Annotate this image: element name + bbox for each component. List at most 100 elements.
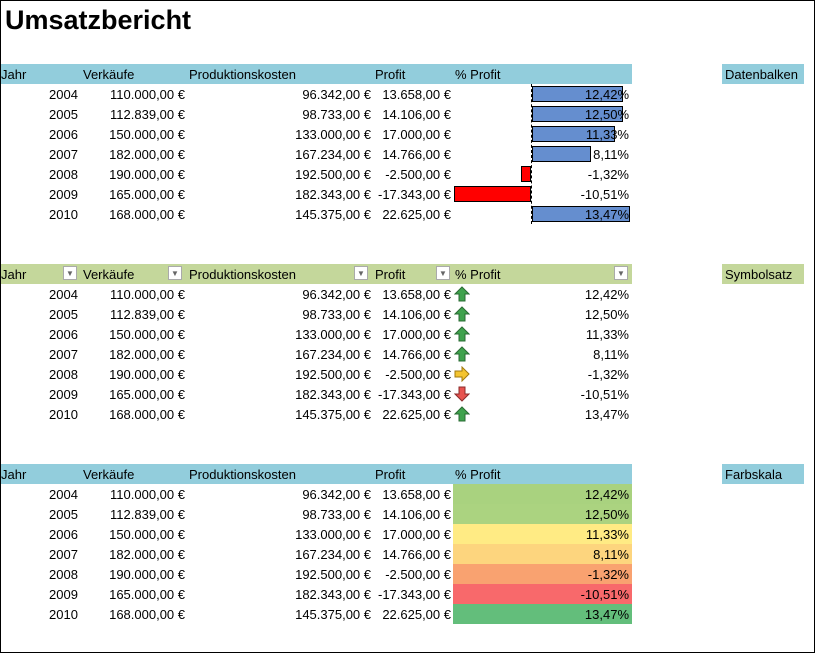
cell[interactable]: 96.342,00 € xyxy=(302,287,371,302)
cell[interactable]: 112.839,00 € xyxy=(110,107,185,122)
cell[interactable]: 12,42% xyxy=(584,87,629,102)
cell[interactable]: 165.000,00 € xyxy=(109,587,185,602)
filter-dropdown-button[interactable]: ▼ xyxy=(354,266,368,280)
cell[interactable]: 22.625,00 € xyxy=(382,407,451,422)
cell[interactable]: 112.839,00 € xyxy=(110,507,185,522)
cell[interactable]: 2005 xyxy=(49,107,78,122)
cell[interactable]: 2008 xyxy=(49,367,78,382)
cell[interactable]: 12,42% xyxy=(584,487,629,502)
cell[interactable]: 11,33% xyxy=(585,327,629,342)
cell[interactable]: 2010 xyxy=(49,207,78,222)
cell[interactable]: 8,11% xyxy=(593,547,629,562)
cell[interactable]: 192.500,00 € xyxy=(295,167,371,182)
cell[interactable]: 2007 xyxy=(49,147,78,162)
cell[interactable]: -2.500,00 € xyxy=(385,567,451,582)
cell[interactable]: 182.000,00 € xyxy=(109,147,185,162)
cell[interactable]: -10,51% xyxy=(580,387,629,402)
cell[interactable]: 167.234,00 € xyxy=(295,547,371,562)
cell[interactable]: 12,42% xyxy=(584,287,629,302)
cell[interactable]: 98.733,00 € xyxy=(302,507,371,522)
cell[interactable]: -1,32% xyxy=(587,367,629,382)
cell[interactable]: 168.000,00 € xyxy=(109,407,185,422)
cell[interactable]: 13,47% xyxy=(584,207,629,222)
cell[interactable]: 145.375,00 € xyxy=(295,607,371,622)
filter-dropdown-button[interactable]: ▼ xyxy=(436,266,450,280)
cell[interactable]: 14.106,00 € xyxy=(382,107,451,122)
cell[interactable]: 2009 xyxy=(49,187,78,202)
cell[interactable]: 190.000,00 € xyxy=(109,567,185,582)
cell[interactable]: 14.106,00 € xyxy=(382,507,451,522)
cell[interactable]: 192.500,00 € xyxy=(295,367,371,382)
cell[interactable]: 96.342,00 € xyxy=(302,487,371,502)
cell[interactable]: -10,51% xyxy=(580,587,629,602)
cell[interactable]: 17.000,00 € xyxy=(382,527,451,542)
cell[interactable]: 13,47% xyxy=(584,607,629,622)
cell[interactable]: 110.000,00 € xyxy=(110,487,185,502)
cell[interactable]: 22.625,00 € xyxy=(382,207,451,222)
cell[interactable]: 182.343,00 € xyxy=(295,187,371,202)
cell[interactable]: 150.000,00 € xyxy=(109,327,185,342)
cell[interactable]: 8,11% xyxy=(593,147,629,162)
cell[interactable]: 150.000,00 € xyxy=(109,127,185,142)
cell[interactable]: 133.000,00 € xyxy=(295,127,371,142)
cell[interactable]: 182.343,00 € xyxy=(295,387,371,402)
cell[interactable]: 133.000,00 € xyxy=(295,327,371,342)
cell[interactable]: 167.234,00 € xyxy=(295,347,371,362)
cell[interactable]: 2004 xyxy=(49,487,78,502)
cell[interactable]: -2.500,00 € xyxy=(385,167,451,182)
cell[interactable]: 145.375,00 € xyxy=(295,407,371,422)
cell[interactable]: 168.000,00 € xyxy=(109,607,185,622)
cell[interactable]: 133.000,00 € xyxy=(295,527,371,542)
cell[interactable]: 182.343,00 € xyxy=(295,587,371,602)
cell[interactable]: 22.625,00 € xyxy=(382,607,451,622)
cell[interactable]: 190.000,00 € xyxy=(109,367,185,382)
cell[interactable]: 2010 xyxy=(49,607,78,622)
cell[interactable]: 2006 xyxy=(49,127,78,142)
cell[interactable]: 14.766,00 € xyxy=(382,547,451,562)
cell[interactable]: 2010 xyxy=(49,407,78,422)
cell[interactable]: 110.000,00 € xyxy=(110,287,185,302)
cell[interactable]: -1,32% xyxy=(587,167,629,182)
cell[interactable]: 14.106,00 € xyxy=(382,307,451,322)
cell[interactable]: 98.733,00 € xyxy=(302,307,371,322)
cell[interactable]: 2006 xyxy=(49,327,78,342)
cell[interactable]: 12,50% xyxy=(584,107,629,122)
cell[interactable]: 145.375,00 € xyxy=(295,207,371,222)
cell[interactable]: 14.766,00 € xyxy=(382,347,451,362)
cell[interactable]: 8,11% xyxy=(593,347,629,362)
cell[interactable]: -10,51% xyxy=(580,187,629,202)
cell[interactable]: -1,32% xyxy=(587,567,629,582)
cell[interactable]: -17.343,00 € xyxy=(377,187,451,202)
cell[interactable]: 12,50% xyxy=(584,307,629,322)
cell[interactable]: 2007 xyxy=(49,347,78,362)
cell[interactable]: 98.733,00 € xyxy=(302,107,371,122)
cell[interactable]: 2009 xyxy=(49,387,78,402)
cell[interactable]: -2.500,00 € xyxy=(385,367,451,382)
cell[interactable]: 182.000,00 € xyxy=(109,347,185,362)
cell[interactable]: 192.500,00 € xyxy=(295,567,371,582)
cell[interactable]: 2008 xyxy=(49,567,78,582)
cell[interactable]: 17.000,00 € xyxy=(382,327,451,342)
cell[interactable]: 14.766,00 € xyxy=(382,147,451,162)
cell[interactable]: 165.000,00 € xyxy=(109,387,185,402)
cell[interactable]: 2007 xyxy=(49,547,78,562)
cell[interactable]: 168.000,00 € xyxy=(109,207,185,222)
cell[interactable]: 165.000,00 € xyxy=(109,187,185,202)
filter-dropdown-button[interactable]: ▼ xyxy=(168,266,182,280)
cell[interactable]: 17.000,00 € xyxy=(382,127,451,142)
cell[interactable]: 110.000,00 € xyxy=(110,87,185,102)
cell[interactable]: 2008 xyxy=(49,167,78,182)
cell[interactable]: 11,33% xyxy=(585,127,629,142)
cell[interactable]: 2004 xyxy=(49,287,78,302)
cell[interactable]: 12,50% xyxy=(584,507,629,522)
cell[interactable]: 2005 xyxy=(49,307,78,322)
cell[interactable]: 167.234,00 € xyxy=(295,147,371,162)
cell[interactable]: 190.000,00 € xyxy=(109,167,185,182)
cell[interactable]: 2006 xyxy=(49,527,78,542)
cell[interactable]: 96.342,00 € xyxy=(302,87,371,102)
filter-dropdown-button[interactable]: ▼ xyxy=(614,266,628,280)
cell[interactable]: 2005 xyxy=(49,507,78,522)
cell[interactable]: 11,33% xyxy=(585,527,629,542)
cell[interactable]: 182.000,00 € xyxy=(109,547,185,562)
cell[interactable]: -17.343,00 € xyxy=(377,387,451,402)
